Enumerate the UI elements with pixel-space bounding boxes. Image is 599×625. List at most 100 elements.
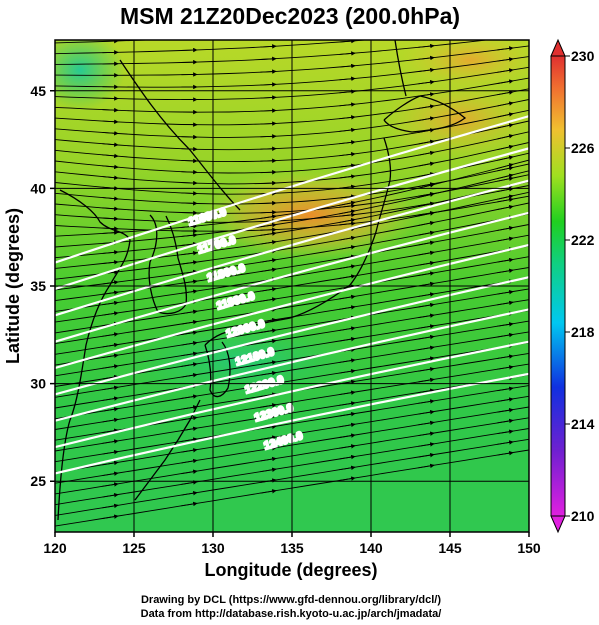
wind-arrow xyxy=(181,415,198,421)
wind-arrow xyxy=(339,51,356,56)
colorbar-tick-label: 218 xyxy=(571,324,595,340)
wind-arrow xyxy=(102,119,119,124)
wind-arrow xyxy=(497,354,514,359)
wind-arrow xyxy=(260,108,277,113)
wind-arrow xyxy=(181,330,198,335)
wind-arrow xyxy=(102,428,119,434)
wind-arrow xyxy=(102,385,119,391)
wind-arrow xyxy=(497,79,514,84)
wind-arrow xyxy=(418,356,435,361)
wind-arrow xyxy=(339,465,356,471)
wind-arrow xyxy=(102,332,119,337)
wind-arrow xyxy=(497,26,513,28)
wind-arrow xyxy=(497,257,514,263)
wind-arrow xyxy=(181,279,198,284)
wind-arrow xyxy=(418,250,435,256)
wind-arrow xyxy=(102,417,119,423)
wind-arrow xyxy=(418,313,435,319)
wind-arrow xyxy=(102,342,119,348)
wind-arrow xyxy=(497,163,514,169)
wind-arrow xyxy=(339,401,356,406)
wind-arrow xyxy=(181,146,198,152)
wind-arrow xyxy=(181,47,198,53)
wind-arrow xyxy=(339,358,356,363)
wind-arrow xyxy=(418,182,435,187)
wind-arrow xyxy=(181,180,198,186)
wind-arrow xyxy=(339,63,356,69)
wind-arrow xyxy=(497,155,514,161)
x-tick-label: 125 xyxy=(122,540,146,556)
wind-arrow xyxy=(102,260,119,265)
wind-arrow xyxy=(339,194,356,199)
wind-arrow xyxy=(193,40,198,41)
wind-arrow xyxy=(418,271,435,276)
wind-arrow xyxy=(102,482,119,487)
wind-arrow xyxy=(339,200,356,206)
wind-arrow xyxy=(260,456,277,462)
x-tick-label: 140 xyxy=(359,540,383,556)
wind-arrow xyxy=(181,469,198,475)
warm-region-japan-sea xyxy=(200,170,420,260)
wind-arrow xyxy=(497,397,514,402)
wind-arrow xyxy=(418,172,435,177)
wind-arrow xyxy=(497,176,514,182)
wind-arrow xyxy=(260,231,277,236)
y-tick-label: 45 xyxy=(30,83,46,99)
x-tick-label: 145 xyxy=(438,540,462,556)
wind-arrow xyxy=(102,364,119,369)
plot-area: 11600.011700.011800.011900.012000.012100… xyxy=(55,26,529,532)
wind-arrow xyxy=(497,123,514,129)
wind-arrow xyxy=(260,328,277,333)
wind-arrow xyxy=(497,90,514,96)
wind-arrow xyxy=(181,191,198,196)
wind-arrow xyxy=(497,57,514,62)
wind-arrow xyxy=(102,280,119,285)
wind-arrow xyxy=(102,175,119,180)
wind-arrow xyxy=(418,409,435,415)
wind-arrow xyxy=(497,197,514,203)
wind-arrow xyxy=(260,297,277,302)
wind-arrow xyxy=(418,240,435,246)
coast-sakhalin xyxy=(394,40,407,97)
wind-arrow xyxy=(418,230,435,236)
wind-arrow xyxy=(260,258,277,263)
wind-arrow xyxy=(418,377,435,383)
wind-arrow xyxy=(102,164,119,170)
wind-arrow xyxy=(418,399,435,404)
wind-arrow xyxy=(339,422,356,428)
wind-arrow xyxy=(339,217,356,223)
wind-arrow xyxy=(102,250,119,255)
credit-data: Data from http://database.rish.kyoto-u.a… xyxy=(141,608,442,620)
wind-arrow xyxy=(418,220,435,226)
colorbar-top-arrow xyxy=(550,38,566,57)
wind-arrow xyxy=(260,56,277,62)
wind-arrow xyxy=(339,390,356,396)
wind-arrow xyxy=(418,388,435,394)
wind-arrow xyxy=(497,68,514,73)
wind-arrow xyxy=(260,121,277,126)
wind-arrow xyxy=(497,194,514,200)
cool-region-south xyxy=(120,320,360,400)
wind-arrow xyxy=(418,452,435,458)
wind-arrow xyxy=(260,370,277,376)
wind-arrow xyxy=(339,209,356,215)
wind-arrow xyxy=(339,115,356,120)
chart-title: MSM 21Z20Dec2023 (200.0hPa) xyxy=(120,3,460,29)
wind-arrow xyxy=(339,305,356,310)
coastlines xyxy=(57,40,467,521)
wind-arrow xyxy=(339,411,356,417)
wind-arrow xyxy=(181,232,198,238)
wind-arrow xyxy=(260,69,277,74)
wind-arrow xyxy=(418,161,435,167)
wind-arrow xyxy=(418,80,435,85)
y-tick-label: 40 xyxy=(30,180,46,196)
wind-arrow xyxy=(418,92,435,97)
wind-arrow xyxy=(339,221,356,226)
wind-arrow xyxy=(418,442,435,447)
wind-arrow xyxy=(102,439,119,444)
wind-arrow xyxy=(497,173,514,180)
wind-arrow xyxy=(260,210,277,215)
wind-arrow xyxy=(181,260,198,265)
x-tick-label: 135 xyxy=(280,540,304,556)
